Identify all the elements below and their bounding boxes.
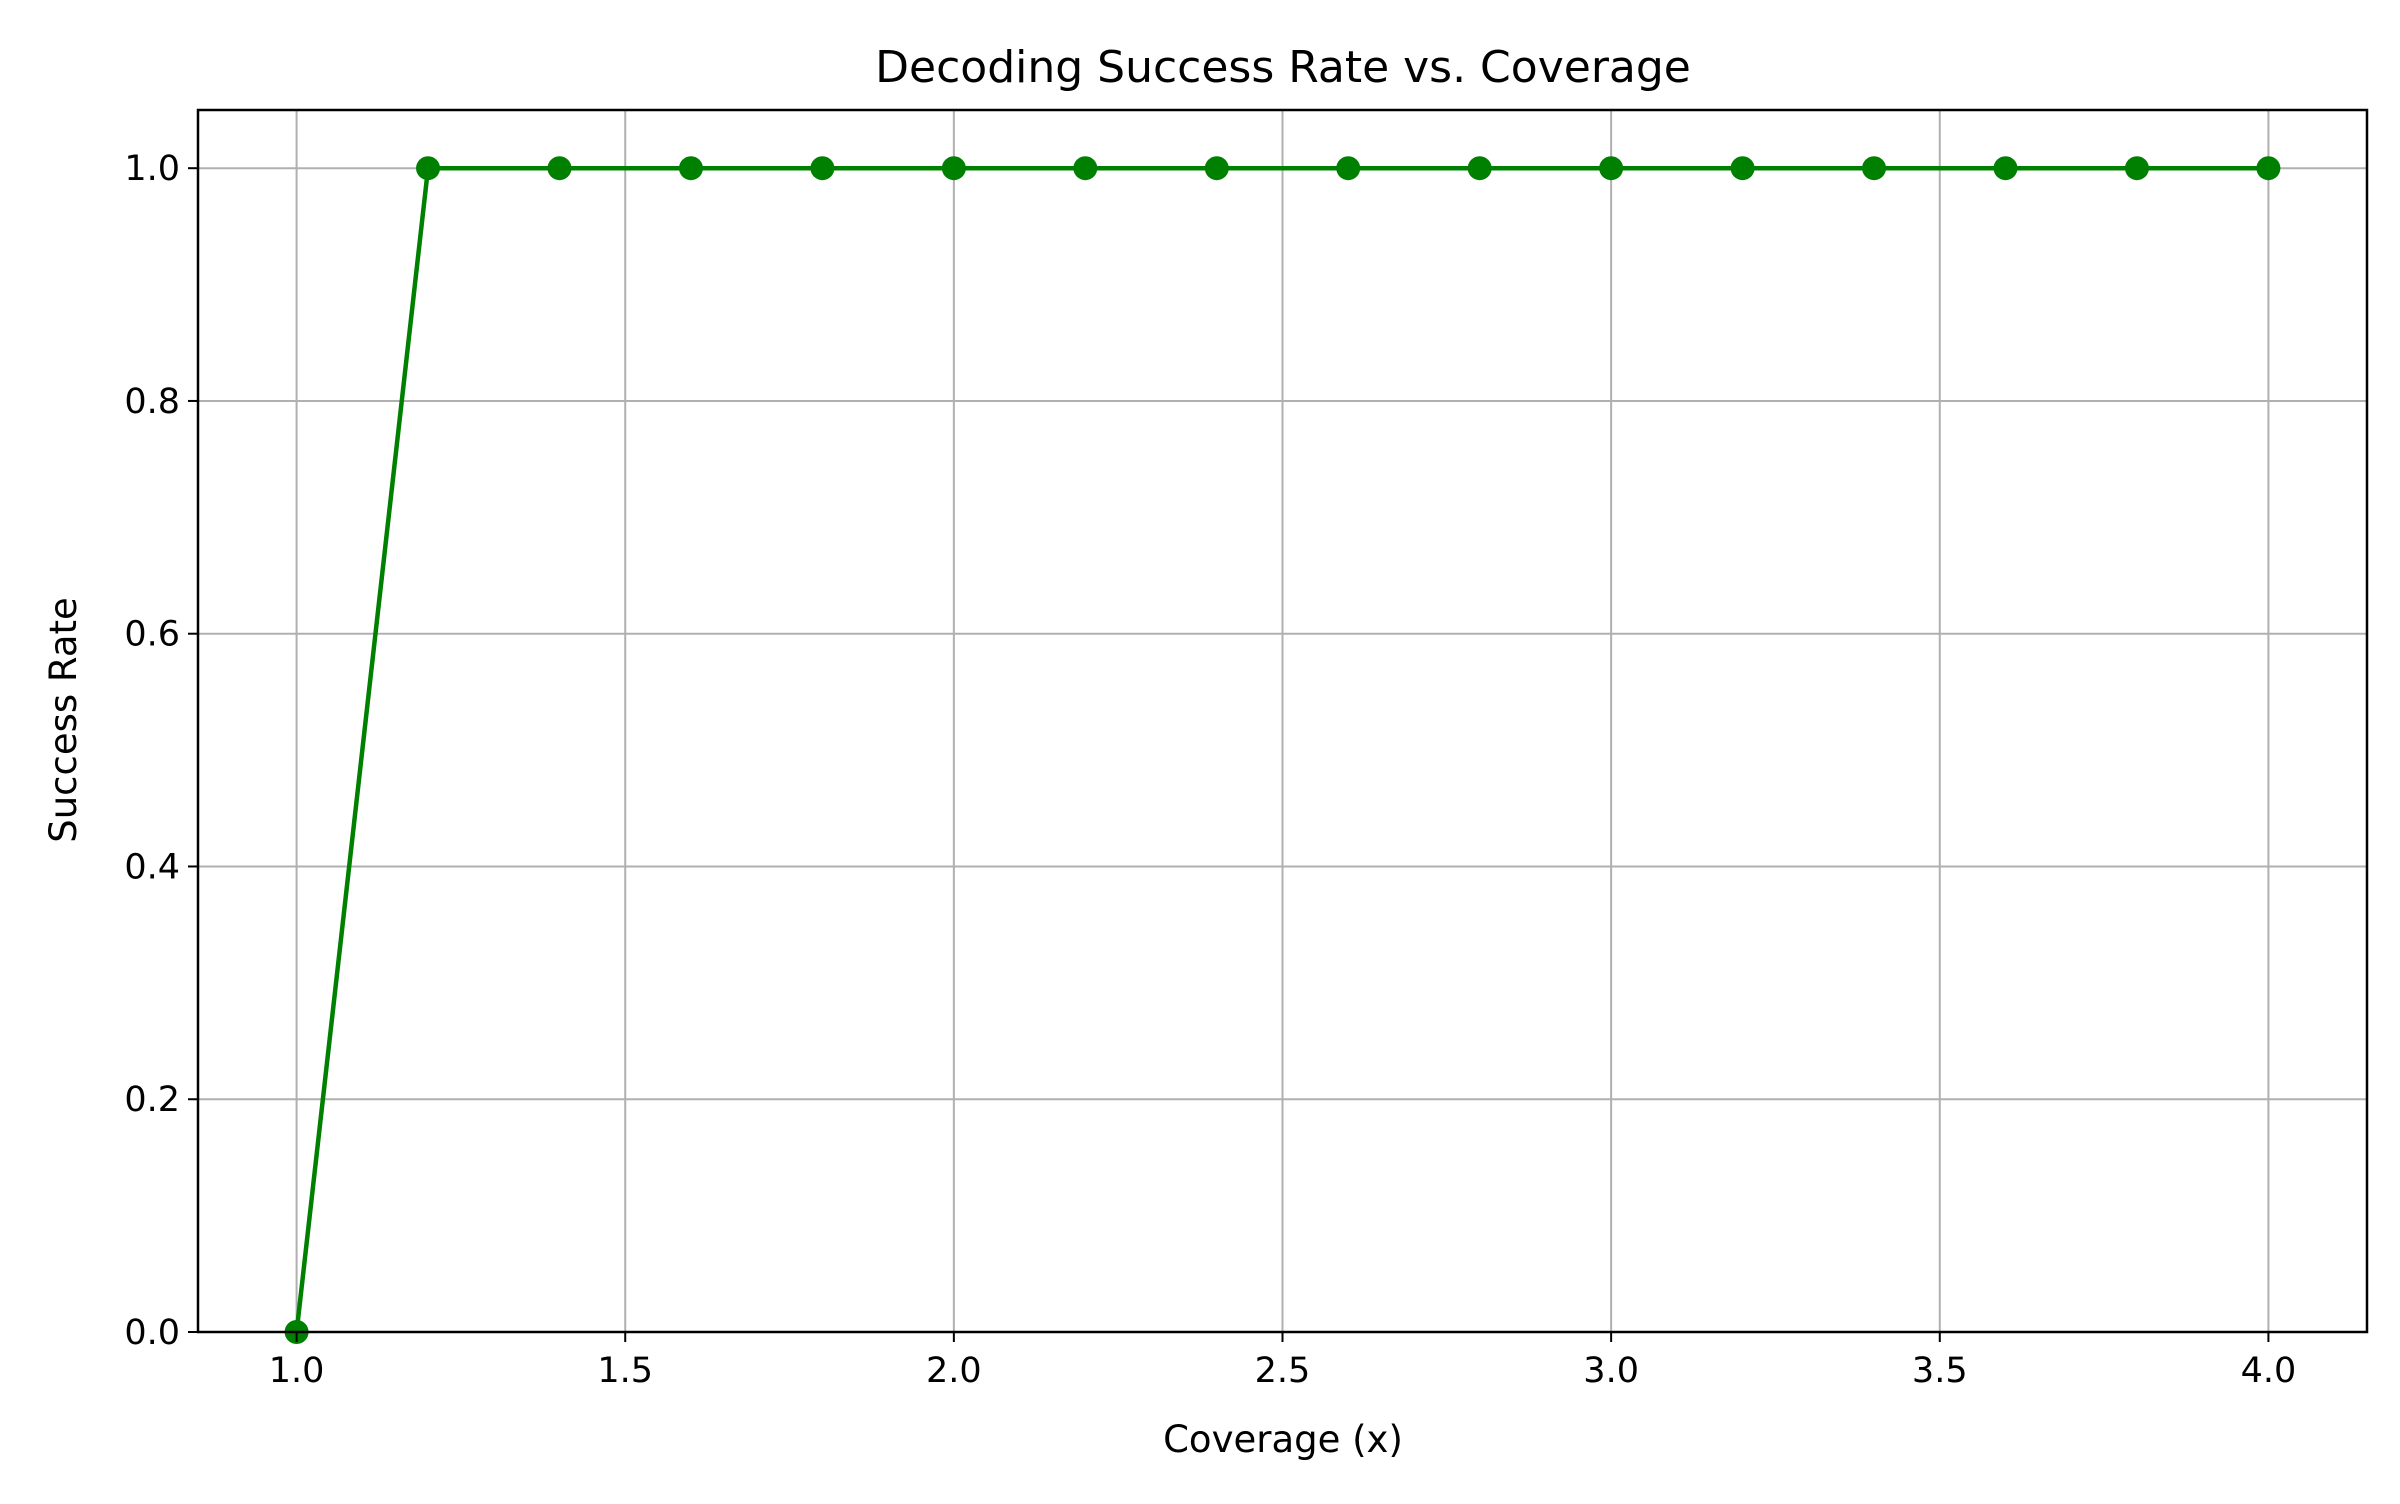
y-axis-ticks: 0.0 0.2 0.4 0.6 0.8 1.0 — [124, 149, 198, 1353]
y-tick-label: 0.8 — [124, 382, 180, 422]
x-tick-label: 3.0 — [1583, 1351, 1639, 1391]
data-point — [678, 156, 703, 181]
x-tick-label: 1.0 — [269, 1351, 325, 1391]
y-tick-label: 0.4 — [124, 847, 180, 887]
chart-title: Decoding Success Rate vs. Coverage — [875, 42, 1691, 93]
data-point — [2256, 156, 2281, 181]
y-tick-label: 0.0 — [124, 1313, 180, 1353]
data-point — [1073, 156, 1098, 181]
y-axis-label: Success Rate — [42, 597, 85, 843]
data-point — [547, 156, 572, 181]
x-tick-label: 1.5 — [597, 1351, 653, 1391]
data-point — [1336, 156, 1361, 181]
x-axis-label: Coverage (x) — [1163, 1418, 1403, 1461]
data-point — [1993, 156, 2018, 181]
y-tick-label: 1.0 — [124, 149, 180, 189]
y-tick-label: 0.6 — [124, 615, 180, 655]
data-point — [1730, 156, 1755, 181]
x-tick-label: 4.0 — [2241, 1351, 2297, 1391]
x-tick-label: 2.5 — [1255, 1351, 1311, 1391]
data-point — [941, 156, 966, 181]
data-point — [1204, 156, 1229, 181]
data-point — [2124, 156, 2149, 181]
data-point — [810, 156, 835, 181]
x-tick-label: 3.5 — [1912, 1351, 1968, 1391]
x-axis-ticks: 1.0 1.5 2.0 2.5 3.0 3.5 4.0 — [269, 1332, 2296, 1391]
data-point — [1467, 156, 1492, 181]
data-point — [416, 156, 441, 181]
x-tick-label: 2.0 — [926, 1351, 982, 1391]
y-tick-label: 0.2 — [124, 1080, 180, 1120]
data-point — [1862, 156, 1887, 181]
data-point — [1599, 156, 1624, 181]
series-line — [294, 165, 2269, 1333]
series-layer — [284, 156, 2281, 1344]
